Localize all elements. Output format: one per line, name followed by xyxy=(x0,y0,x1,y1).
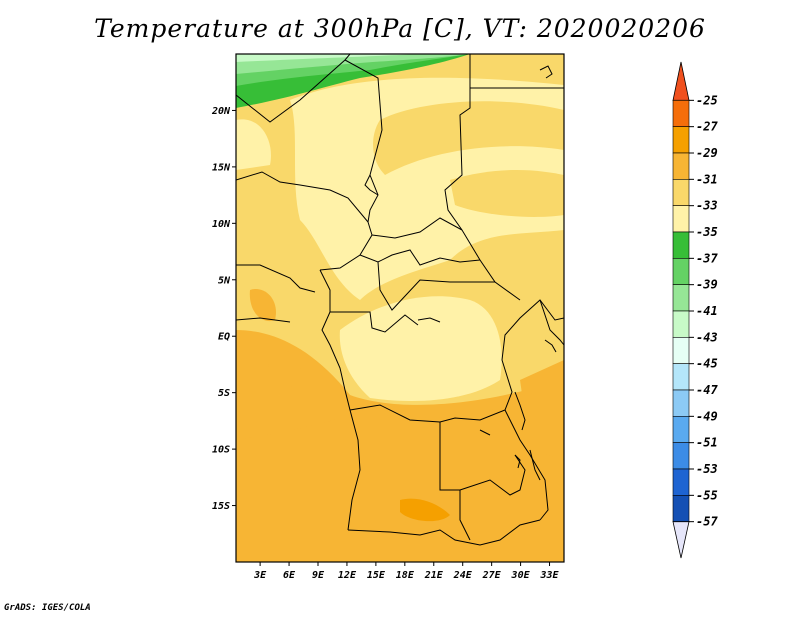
y-tick-label: EQ xyxy=(218,332,230,343)
map-frame xyxy=(235,53,565,563)
x-tick-label: 3E xyxy=(253,570,267,581)
chart-title: Temperature at 300hPa [C], VT: 202002020… xyxy=(94,14,706,43)
x-tick-label: 27E xyxy=(482,570,502,581)
colorbar-swatch xyxy=(672,205,690,233)
colorbar-label: -55 xyxy=(696,488,718,502)
colorbar-label: -33 xyxy=(696,199,718,213)
colorbar-swatch xyxy=(672,231,690,259)
y-tick-label: 5N xyxy=(218,275,231,286)
colorbar-label: -35 xyxy=(696,225,718,239)
colorbar-swatch xyxy=(672,337,690,364)
y-tick-label: 15N xyxy=(212,162,231,173)
y-tick-label: 5S xyxy=(218,388,230,399)
colorbar-label: -57 xyxy=(696,515,718,529)
colorbar-swatch xyxy=(672,258,690,285)
x-axis: 3E 6E 9E 12E 15E 18E 21E 24E 27E 30E 33E xyxy=(253,562,560,581)
colorbar-label: -49 xyxy=(696,409,718,423)
colorbar-label: -31 xyxy=(696,172,718,186)
y-tick-label: 15S xyxy=(212,501,230,512)
temperature-field xyxy=(236,54,564,562)
colorbar-label: -53 xyxy=(696,462,718,476)
colorbar-swatch xyxy=(672,179,690,206)
colorbar-label: -29 xyxy=(696,146,718,160)
colorbar-swatch xyxy=(672,126,690,154)
colorbar-label: -45 xyxy=(696,357,718,371)
colorbar-swatch xyxy=(672,389,690,417)
colorbar-swatch xyxy=(672,416,690,443)
colorbar-label: -47 xyxy=(696,383,718,397)
colorbar-swatch xyxy=(672,495,690,522)
colorbar-swatch xyxy=(672,100,690,127)
chart-svg: 3E 6E 9E 12E 15E 18E 21E 24E 27E 30E 33E 20N 15N 10N… xyxy=(211,53,718,581)
colorbar-swatch xyxy=(672,363,690,391)
colorbar-swatch xyxy=(672,152,690,180)
colorbar-label: -51 xyxy=(696,436,718,450)
colorbar-over-triangle xyxy=(672,61,690,101)
grads-credit: GrADS: IGES/COLA xyxy=(4,603,91,613)
colorbar-label: -37 xyxy=(696,251,718,265)
colorbar-label: -43 xyxy=(696,330,718,344)
y-tick-label: 10N xyxy=(212,219,231,230)
x-tick-label: 12E xyxy=(338,570,357,581)
y-tick-label: 10S xyxy=(212,445,230,456)
colorbar-label: -25 xyxy=(696,93,718,107)
x-tick-label: 15E xyxy=(367,570,386,581)
y-tick-label: 20N xyxy=(211,106,231,117)
colorbar-swatch xyxy=(672,310,690,338)
colorbar-label: -39 xyxy=(696,278,718,292)
country-borders xyxy=(236,54,564,546)
colorbar: -25 -27 -29 -31 -33 -35 -37 -39 -41 -43 -45 -47 -49 -… xyxy=(672,61,718,559)
colorbar-label: -41 xyxy=(696,304,718,318)
colorbar-label: -27 xyxy=(696,120,718,134)
colorbar-swatch xyxy=(672,468,690,496)
x-tick-label: 18E xyxy=(396,570,415,581)
y-axis: 20N 15N 10N 5N EQ 5S 10S 15S xyxy=(211,106,236,512)
x-tick-label: 9E xyxy=(312,570,325,581)
x-tick-label: 33E xyxy=(539,570,559,581)
x-tick-label: 6E xyxy=(283,570,296,581)
x-tick-label: 30E xyxy=(511,570,531,581)
x-tick-label: 21E xyxy=(424,570,444,581)
colorbar-swatch xyxy=(672,442,690,470)
lakes xyxy=(417,317,557,481)
x-tick-label: 24E xyxy=(453,570,473,581)
colorbar-swatch xyxy=(672,284,690,312)
colorbar-under-triangle xyxy=(672,521,690,559)
